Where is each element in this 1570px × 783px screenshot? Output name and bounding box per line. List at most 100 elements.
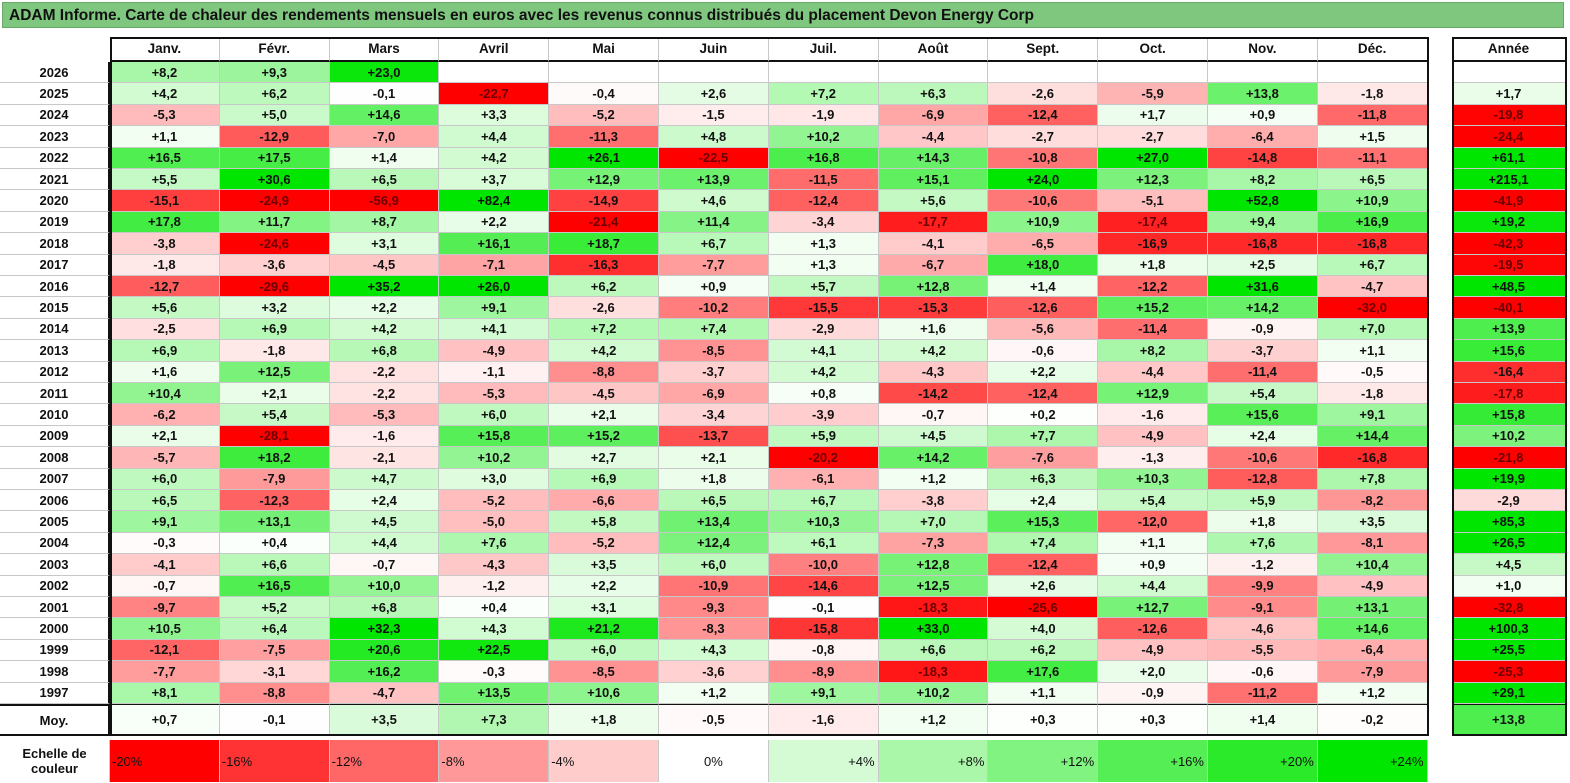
heatmap-cell: +2,4: [1208, 425, 1318, 448]
heatmap-cell: -7,9: [219, 468, 330, 490]
month-header: Avril: [439, 37, 550, 62]
heatmap-cell: -4,1: [110, 554, 220, 576]
heatmap-cell: -15,3: [878, 297, 989, 319]
heatmap-cell: -4,9: [1317, 575, 1428, 597]
heatmap-cell: +6,0: [549, 639, 659, 662]
heatmap-cell: +4,5: [878, 425, 989, 448]
heatmap-cell: -17,7: [878, 211, 989, 234]
heatmap-cell: -11,1: [1317, 147, 1428, 169]
heatmap-cell: -0,3: [110, 532, 220, 555]
year-label: 2022: [0, 147, 110, 169]
heatmap-cell: -0,1: [329, 83, 440, 105]
heatmap-cell: +1,2: [1317, 682, 1428, 704]
heatmap-cell: [439, 62, 550, 84]
heatmap-cell: +13,4: [659, 511, 769, 533]
heatmap-cell: -3,7: [1208, 340, 1318, 362]
heatmap-cell: +16,8: [768, 147, 879, 169]
heatmap-cell: -0,1: [768, 597, 879, 619]
heatmap-cell: +10,4: [110, 383, 220, 405]
heatmap-cell: +21,2: [549, 618, 659, 640]
heatmap-cell: -2,6: [549, 297, 659, 319]
heatmap-cell: -8,1: [1317, 532, 1428, 555]
heatmap-cell: +12,9: [1098, 383, 1208, 405]
heatmap-cell: +22,5: [439, 639, 550, 662]
legend-step: +12%: [988, 740, 1099, 782]
year-label: 2026: [0, 62, 110, 84]
heatmap-cell: -0,3: [439, 661, 550, 683]
legend-step: +20%: [1208, 740, 1318, 782]
heatmap-cell: +2,2: [988, 361, 1099, 383]
legend-step: +4%: [768, 740, 879, 782]
annual-cell: +13,9: [1452, 318, 1566, 341]
heatmap-cell: +1,6: [110, 361, 220, 383]
heatmap-cell: +1,1: [1098, 532, 1208, 555]
heatmap-cell: -2,1: [329, 447, 440, 469]
average-cell: +1,4: [1208, 704, 1318, 735]
heatmap-cell: +14,4: [1317, 425, 1428, 448]
annual-cell: [1452, 62, 1566, 84]
heatmap-cell: -7,7: [659, 254, 769, 276]
annual-average-cell: +13,8: [1452, 704, 1566, 735]
heatmap-cell: +10,2: [439, 447, 550, 469]
heatmap-cell: -12,0: [1098, 511, 1208, 533]
heatmap-cell: -7,9: [1317, 661, 1428, 683]
heatmap-cell: +6,8: [329, 340, 440, 362]
heatmap-cell: +4,2: [878, 340, 989, 362]
heatmap-cell: -22,5: [659, 147, 769, 169]
heatmap-cell: +18,2: [219, 447, 330, 469]
heatmap-cell: -3,7: [659, 361, 769, 383]
month-header: Juin: [659, 37, 769, 62]
heatmap-cell: +15,6: [1208, 404, 1318, 426]
heatmap-cell: +7,4: [659, 318, 769, 341]
heatmap-cell: [659, 62, 769, 84]
heatmap-cell: +5,6: [878, 190, 989, 212]
heatmap-cell: -24,6: [219, 233, 330, 255]
heatmap-cell: +6,6: [219, 554, 330, 576]
annual-cell: -42,3: [1452, 233, 1566, 255]
annual-cell: +25,5: [1452, 639, 1566, 662]
heatmap-cell: +0,2: [988, 404, 1099, 426]
year-label: 2025: [0, 83, 110, 105]
year-label: 1997: [0, 682, 110, 704]
heatmap-cell: -4,3: [878, 361, 989, 383]
heatmap-cell: -16,8: [1317, 447, 1428, 469]
annual-cell: +15,8: [1452, 404, 1566, 426]
heatmap-cell: -9,9: [1208, 575, 1318, 597]
annual-cell: +61,1: [1452, 147, 1566, 169]
heatmap-cell: +12,3: [1098, 169, 1208, 191]
heatmap-cell: +6,7: [768, 490, 879, 512]
heatmap-cell: +9,4: [1208, 211, 1318, 234]
heatmap-cell: +1,8: [1098, 254, 1208, 276]
legend-label-line: couleur: [31, 761, 78, 776]
heatmap-cell: +0,9: [659, 276, 769, 298]
heatmap-cell: +10,9: [988, 211, 1099, 234]
heatmap-cell: +4,1: [768, 340, 879, 362]
heatmap-cell: +6,9: [549, 468, 659, 490]
heatmap-cell: +4,8: [659, 126, 769, 148]
legend-step: -16%: [219, 740, 330, 782]
heatmap-cell: +2,2: [329, 297, 440, 319]
heatmap-cell: -12,2: [1098, 276, 1208, 298]
heatmap-cell: +1,3: [768, 254, 879, 276]
heatmap-cell: +24,0: [988, 169, 1099, 191]
heatmap-cell: -10,8: [988, 147, 1099, 169]
heatmap-cell: +5,7: [768, 276, 879, 298]
heatmap-cell: +6,5: [329, 169, 440, 191]
heatmap-cell: -1,8: [219, 340, 330, 362]
heatmap-cell: +35,2: [329, 276, 440, 298]
annual-cell: +1,0: [1452, 575, 1566, 597]
year-label: 2001: [0, 597, 110, 619]
annual-cell: -32,8: [1452, 597, 1566, 619]
heatmap-cell: +7,0: [878, 511, 989, 533]
heatmap-cell: -4,4: [1098, 361, 1208, 383]
average-cell: +1,2: [878, 704, 989, 735]
heatmap-cell: +11,4: [659, 211, 769, 234]
heatmap-cell: +10,9: [1317, 190, 1428, 212]
heatmap-cell: +2,5: [1208, 254, 1318, 276]
year-label: 2005: [0, 511, 110, 533]
heatmap-cell: -8,3: [659, 618, 769, 640]
heatmap-cell: -2,5: [110, 318, 220, 341]
heatmap-cell: -5,2: [549, 104, 659, 127]
heatmap-cell: +5,4: [1098, 490, 1208, 512]
heatmap-cell: +9,3: [219, 62, 330, 84]
